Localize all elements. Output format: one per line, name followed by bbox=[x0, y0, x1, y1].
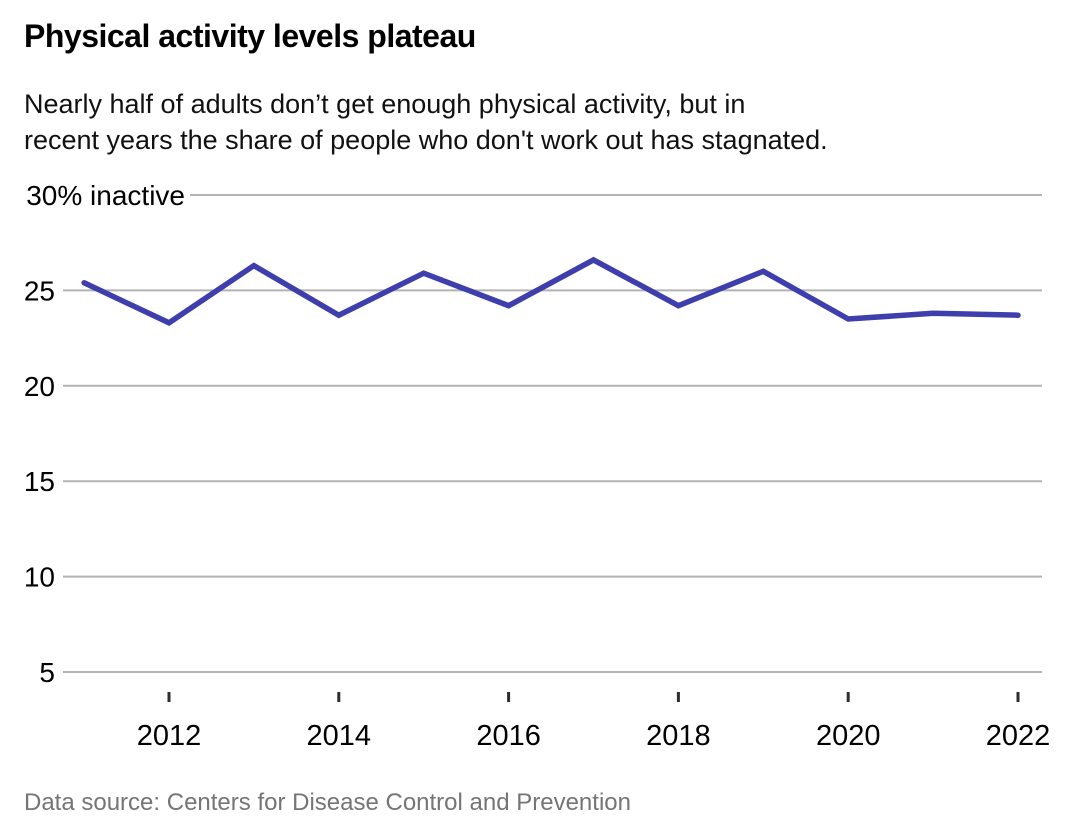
x-tick-2022 bbox=[1016, 692, 1020, 702]
x-tick-2018 bbox=[676, 692, 680, 702]
inactivity-trend-line bbox=[81, 256, 1021, 326]
x-axis-label-2014: 2014 bbox=[307, 720, 372, 752]
x-axis-label-2016: 2016 bbox=[476, 720, 541, 752]
x-axis-label-2012: 2012 bbox=[137, 720, 202, 752]
x-tick-2020 bbox=[846, 692, 850, 702]
y-axis-label-15: 15 bbox=[24, 466, 55, 497]
chart-title: Physical activity levels plateau bbox=[24, 18, 476, 54]
y-axis-label-20: 20 bbox=[24, 371, 55, 402]
y-axis-label-10: 10 bbox=[24, 562, 55, 593]
x-axis-label-2018: 2018 bbox=[646, 720, 711, 752]
x-tick-2014 bbox=[337, 692, 341, 702]
x-axis-label-2020: 2020 bbox=[816, 720, 881, 752]
y-axis-label-25: 25 bbox=[24, 275, 55, 306]
chart-subtitle: Nearly half of adults don’t get enough p… bbox=[24, 89, 828, 155]
x-tick-2012 bbox=[167, 692, 171, 702]
data-source-credit: Data source: Centers for Disease Control… bbox=[24, 789, 631, 816]
x-tick-2016 bbox=[507, 692, 511, 702]
x-axis-label-2022: 2022 bbox=[986, 720, 1051, 752]
y-axis-label-5: 5 bbox=[39, 657, 55, 688]
y-axis-label-30: 30% inactive bbox=[26, 180, 185, 211]
